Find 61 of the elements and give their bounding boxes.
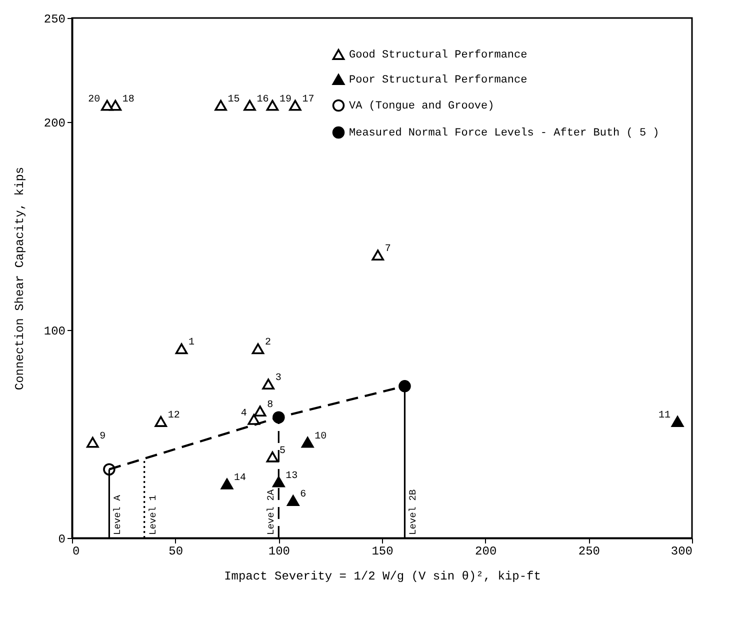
point: [252, 343, 264, 354]
x-tick-label: 150: [372, 544, 394, 558]
y-tick-label: 100: [44, 324, 66, 338]
annotation: 16: [256, 94, 269, 106]
annotation: 18: [122, 94, 134, 106]
annotation: 20: [88, 94, 100, 106]
annotation: 14: [234, 472, 246, 484]
ref-line-label: Level A: [112, 494, 124, 535]
annotation: 13: [286, 470, 298, 482]
x-tick-label: 300: [670, 544, 692, 558]
point: [214, 100, 227, 111]
x-tick-label: 0: [72, 544, 80, 558]
point: [100, 100, 114, 111]
point: [248, 414, 260, 425]
legend-label: VA (Tongue and Groove): [349, 100, 494, 112]
legend-label: Good Structural Performance: [349, 50, 528, 62]
annotation: 4: [240, 408, 247, 420]
x-tick-label: 100: [268, 544, 290, 558]
point: [244, 100, 256, 111]
annotation: 15: [228, 94, 240, 106]
point: [154, 416, 168, 427]
y-tick-label: 250: [44, 12, 66, 26]
point: [301, 436, 314, 448]
point: [86, 436, 99, 448]
annotation: 11: [658, 410, 671, 422]
annotation: 6: [300, 490, 306, 501]
annotation: 12: [168, 410, 180, 422]
point: [266, 451, 279, 462]
annotation: 9: [100, 431, 106, 442]
y-tick-label: 0: [58, 532, 66, 546]
point: [262, 378, 274, 390]
point: [220, 478, 234, 490]
annotation: 1: [188, 338, 195, 349]
point: [671, 416, 684, 427]
annotation: 8: [267, 400, 274, 412]
x-tick-label: 50: [168, 544, 184, 558]
legend-label: Measured Normal Force Levels - After Buth ( 5 ): [349, 128, 660, 140]
annotation: 10: [314, 431, 327, 442]
y-tick-label: 200: [44, 116, 66, 130]
point: [372, 250, 384, 261]
x-tick-label: 200: [475, 544, 497, 558]
point: [175, 343, 188, 354]
ref-line-label: Level 1: [147, 494, 158, 535]
annotation: 19: [279, 94, 292, 106]
point: [286, 495, 300, 506]
point: [254, 406, 266, 417]
legend-label: Poor Structural Performance: [349, 74, 528, 86]
annotation: 5: [279, 446, 286, 457]
annotation: 17: [302, 94, 314, 106]
point: [266, 100, 279, 111]
point: [289, 100, 302, 111]
x-tick-label: 250: [578, 544, 600, 558]
annotation: 3: [275, 373, 282, 384]
annotation: 7: [384, 244, 391, 256]
point: [398, 380, 411, 392]
ref-line-label: Level 2A: [266, 489, 277, 535]
y-axis-title: Connection Shear Capacity, kips: [12, 166, 27, 390]
ref-line-label: Level 2B: [408, 489, 419, 535]
point: [272, 476, 285, 488]
x-axis-title: Impact Severity = 1/2 W/g (V sin θ)², kip-ft: [224, 570, 541, 584]
annotation: 2: [265, 338, 272, 349]
